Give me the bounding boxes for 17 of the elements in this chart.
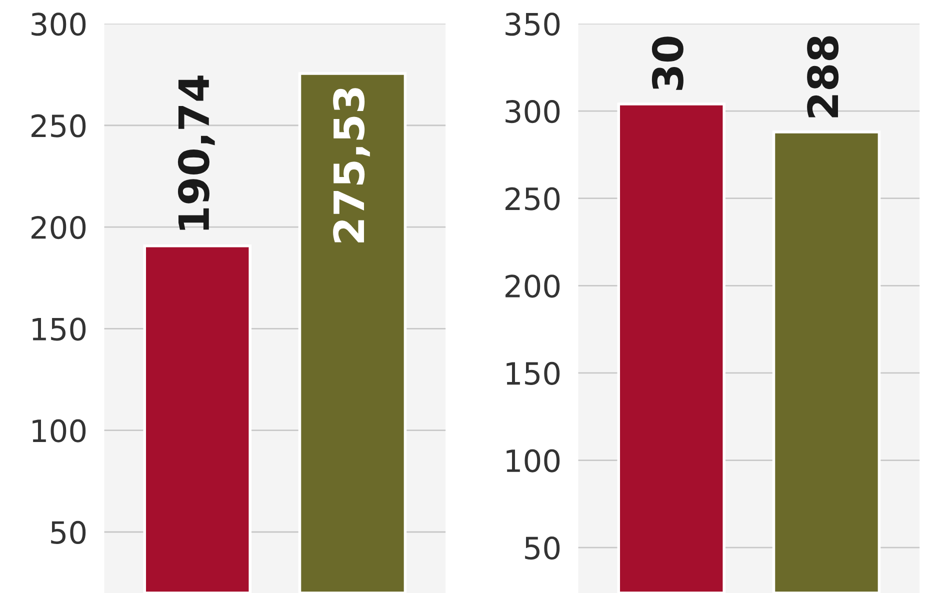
- data-label: 190,74: [178, 76, 215, 230]
- y-tick-label: 100: [506, 449, 560, 472]
- y-tick-label: 250: [506, 187, 560, 210]
- data-label: 275,53: [333, 88, 370, 242]
- y-tick-label: 250: [32, 114, 86, 138]
- y-tick-label: 50: [525, 536, 560, 560]
- y-tick-label: 200: [32, 216, 86, 240]
- y-tick-label: 150: [32, 318, 86, 341]
- annotation: 30: [652, 36, 684, 90]
- y-tick-label: 150: [506, 362, 560, 386]
- y-tick-label: 300: [32, 12, 86, 36]
- y-tick-label: 350: [506, 12, 560, 36]
- y-tick-label: 200: [506, 274, 560, 298]
- y-tick-label: 100: [32, 419, 86, 442]
- data-label: 288: [807, 36, 839, 118]
- y-tick-label: 300: [506, 100, 560, 124]
- y-tick-label: 50: [51, 520, 86, 544]
